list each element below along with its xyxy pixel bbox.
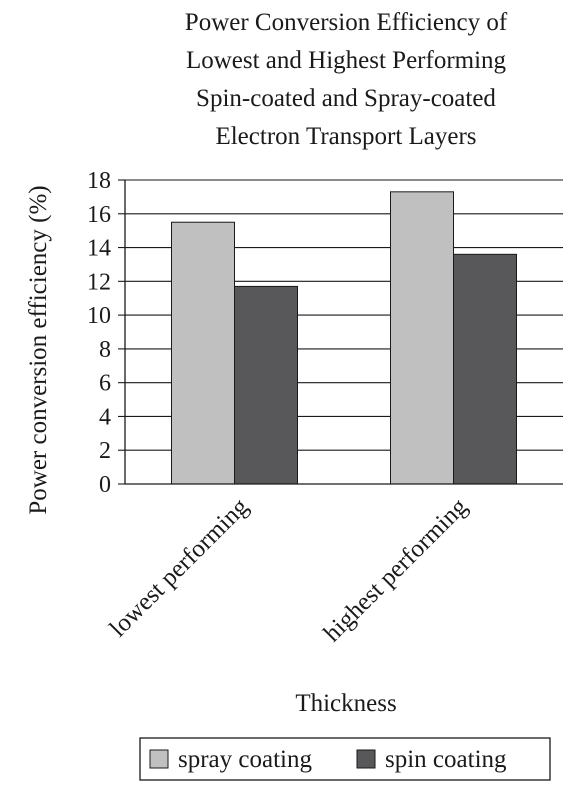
bar-spin-highest — [453, 253, 517, 485]
bar-spray-lowest — [171, 221, 235, 485]
chart-title-line: Electron Transport Layers — [215, 123, 476, 150]
y-tick-label: 0 — [99, 472, 111, 498]
chart-title: Power Conversion Efficiency of Lowest an… — [185, 9, 508, 150]
legend-swatch-spin — [356, 749, 376, 769]
bar-spin-lowest — [234, 285, 298, 485]
y-tick-label: 18 — [87, 168, 111, 194]
chart-title-line: Spin-coated and Spray-coated — [196, 85, 496, 112]
y-tick-label: 6 — [99, 371, 111, 397]
chart-title-line: Lowest and Highest Performing — [186, 47, 507, 74]
y-tick-label: 10 — [87, 303, 111, 329]
y-tick-label: 4 — [99, 404, 111, 430]
x-axis-label: Thickness — [295, 690, 396, 717]
bar-spray-highest — [390, 191, 454, 485]
bars — [171, 191, 517, 485]
y-tick-label: 14 — [87, 236, 111, 262]
y-tick-label: 8 — [99, 337, 111, 363]
y-tick-labels: 0 2 4 6 8 10 12 14 16 18 — [87, 168, 111, 498]
y-tick-label: 2 — [99, 438, 111, 464]
legend-label-spin: spin coating — [385, 746, 507, 773]
legend-label-spray: spray coating — [178, 746, 312, 773]
x-category-label: highest performing — [319, 493, 473, 647]
x-category-label: lowest performing — [105, 493, 255, 643]
y-axis-label: Power conversion efficiency (%) — [25, 185, 52, 514]
y-tick-label: 12 — [87, 269, 111, 295]
legend: spray coating spin coating — [139, 737, 551, 781]
legend-swatch-spray — [149, 749, 169, 769]
axes — [118, 179, 563, 485]
x-category-labels: lowest performing highest performing — [105, 493, 474, 647]
chart-title-line: Power Conversion Efficiency of — [185, 9, 508, 36]
y-tick-label: 16 — [87, 202, 111, 228]
legend-frame — [139, 737, 551, 781]
